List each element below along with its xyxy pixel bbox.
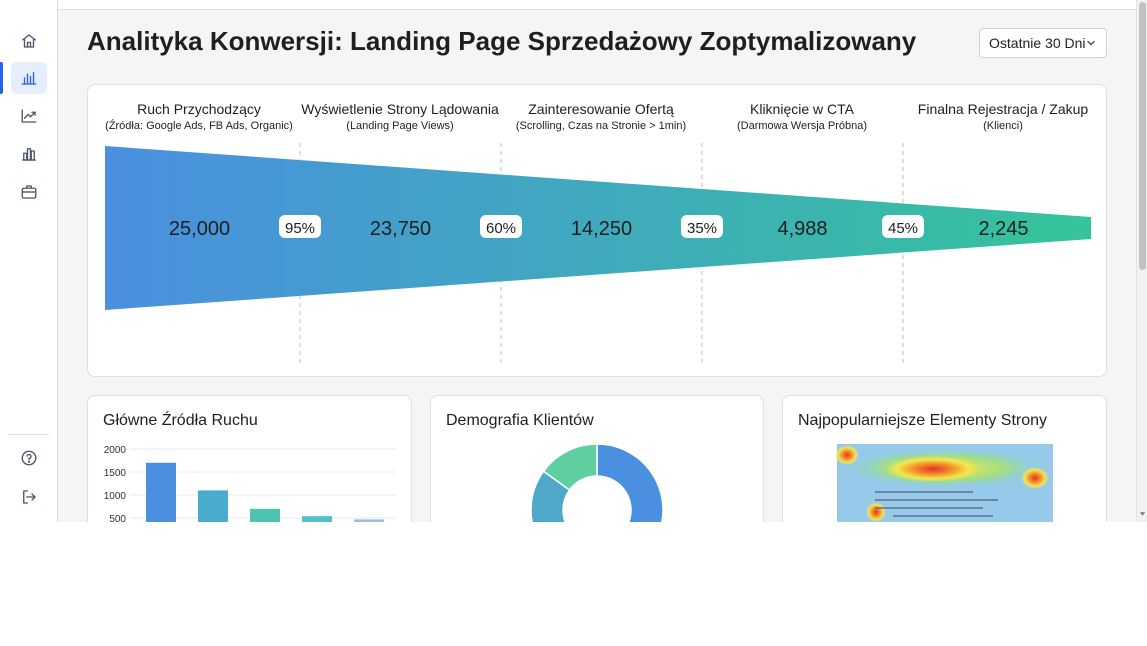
bar-chart-y-tick: 1000	[104, 491, 127, 502]
heatmap-hot-zone-side	[866, 502, 886, 522]
traffic-sources-title: Główne Źródła Ruchu	[103, 412, 258, 429]
reports-icon	[22, 148, 36, 161]
stage-3-header: Zainteresowanie Ofertą (Scrolling, Czas …	[501, 101, 701, 132]
trending-up-icon	[21, 109, 37, 123]
bar-chart-y-tick: 2000	[104, 445, 127, 456]
conversion-rate-badge	[279, 215, 321, 238]
date-range-select[interactable]: Ostatnie 30 Dni	[979, 28, 1107, 58]
funnel-shape	[105, 146, 1091, 310]
conversion-funnel-card: 25,000 23,750 14,250 4,988 2,245 95% 60% 35% 45…	[87, 84, 1107, 377]
sidebar-divider	[9, 434, 49, 435]
bar-chart-y-tick: 500	[109, 514, 126, 522]
conversion-rate-label: 45%	[888, 220, 918, 237]
donut-slice	[596, 443, 664, 522]
app-window: Analityka Konwersji: Landing Page Sprzed…	[0, 0, 1147, 522]
conversion-rate-label: 60%	[486, 220, 516, 237]
nav-trends[interactable]	[11, 100, 47, 132]
heatmap-hot-zone-main	[885, 456, 981, 482]
traffic-sources-chart: 2000 1500 1000 500	[104, 445, 396, 522]
stage-1-title: Ruch Przychodzący	[137, 101, 261, 117]
stage-1-subtitle: (Źródła: Google Ads, FB Ads, Organic)	[105, 120, 293, 132]
briefcase-icon	[21, 185, 37, 199]
stage-value: 2,245	[978, 218, 1028, 240]
conversion-rate-label: 95%	[285, 220, 315, 237]
conversion-rates: 95% 60% 35% 45%	[279, 215, 924, 238]
demographics-chart	[530, 443, 664, 522]
demographics-card: Demografia Klientów	[430, 395, 764, 522]
nav-projects[interactable]	[11, 176, 47, 208]
demographics-title: Demografia Klientów	[446, 412, 594, 429]
bar-chart-bar	[198, 490, 228, 522]
heatmap-hot-zone-logo	[835, 445, 859, 465]
logout-icon	[23, 490, 36, 504]
page-heatmap	[835, 444, 1053, 522]
page-title: Analityka Konwersji: Landing Page Sprzed…	[87, 26, 917, 56]
conversion-funnel-chart: 25,000 23,750 14,250 4,988 2,245 95% 60% 35% 45…	[105, 143, 1091, 365]
stage-value: 4,988	[777, 218, 827, 240]
popular-elements-title: Najpopularniejsze Elementy Strony	[798, 412, 1048, 429]
conversion-rate-badge	[480, 215, 522, 238]
stage-1-header: Ruch Przychodzący (Źródła: Google Ads, F…	[99, 101, 299, 132]
stage-2-title: Wyświetlenie Strony Lądowania	[301, 101, 499, 117]
stage-5-header: Finalna Rejestracja / Zakup (Klienci)	[903, 101, 1103, 132]
help-icon	[21, 450, 37, 466]
nav-home[interactable]	[11, 25, 47, 57]
nav-help[interactable]	[11, 442, 47, 474]
stage-value: 25,000	[169, 218, 230, 240]
stage-4-header: Kliknięcie w CTA (Darmowa Wersja Próbna)	[702, 101, 902, 132]
home-icon	[21, 34, 37, 48]
conversion-rate-label: 35%	[687, 220, 717, 237]
bar-chart-bar	[354, 519, 384, 522]
chevron-down-icon	[1087, 40, 1095, 46]
heatmap-hot-zone-cta	[1021, 467, 1049, 489]
stage-2-subtitle: (Landing Page Views)	[346, 120, 454, 132]
stage-values: 25,000 23,750 14,250 4,988 2,245	[169, 218, 1029, 240]
stage-3-title: Zainteresowanie Ofertą	[528, 101, 674, 117]
stage-value: 14,250	[571, 218, 632, 240]
stage-5-title: Finalna Rejestracja / Zakup	[917, 101, 1089, 117]
bar-chart-bar	[146, 462, 176, 522]
stage-2-header: Wyświetlenie Strony Lądowania (Landing P…	[300, 101, 500, 132]
date-range-value: Ostatnie 30 Dni	[989, 35, 1086, 51]
funnel-dividers	[299, 143, 904, 365]
conversion-rate-badge	[882, 215, 924, 238]
nav-analytics[interactable]	[0, 62, 47, 94]
nav-logout[interactable]	[11, 481, 47, 513]
stage-5-subtitle: (Klienci)	[983, 120, 1023, 132]
heatmap-text-lines	[875, 491, 998, 517]
stage-4-subtitle: (Darmowa Wersja Próbna)	[736, 120, 867, 132]
popular-elements-card: Najpopularniejsze Elementy Strony	[782, 395, 1107, 522]
traffic-sources-card: Główne Źródła Ruchu 2000 1500 1000 500	[87, 395, 412, 522]
donut-slice	[542, 443, 598, 492]
stage-3-subtitle: (Scrolling, Czas na Stronie > 1min)	[515, 120, 687, 132]
bar-chart-bar	[250, 508, 280, 522]
bar-chart-bar	[302, 516, 332, 522]
top-bar	[58, 0, 1136, 10]
sidebar	[0, 0, 58, 522]
main-content: Analityka Konwersji: Landing Page Sprzed…	[58, 10, 1136, 522]
bar-chart-y-tick: 1500	[104, 468, 127, 479]
scroll-down-arrow-icon[interactable]	[1139, 510, 1146, 518]
vertical-scrollbar[interactable]	[1136, 0, 1147, 522]
nav-reports[interactable]	[11, 138, 47, 170]
bar-chart-icon	[21, 72, 37, 85]
stage-value: 23,750	[370, 218, 431, 240]
stage-4-title: Kliknięcie w CTA	[750, 101, 854, 117]
conversion-rate-badge	[681, 215, 723, 238]
scrollbar-thumb[interactable]	[1139, 2, 1146, 270]
